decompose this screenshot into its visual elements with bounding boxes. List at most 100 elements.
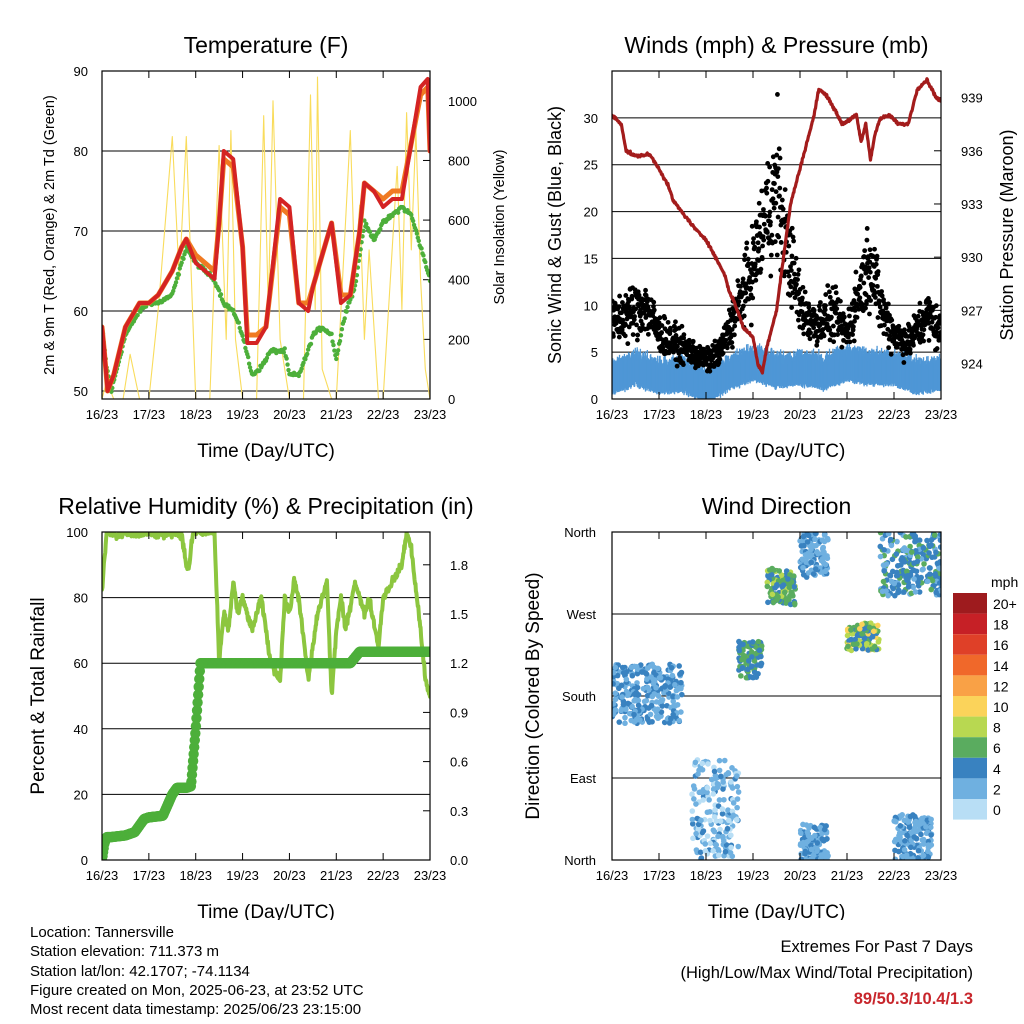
direction-point: [656, 675, 663, 681]
gust-point: [768, 252, 774, 258]
direction-point: [640, 669, 647, 675]
gust-point: [929, 319, 935, 325]
dewpoint-point: [344, 309, 349, 314]
gust-point: [657, 315, 663, 321]
direction-point: [818, 852, 825, 858]
y2-tick-label: 1.8: [450, 558, 468, 573]
gust-point: [640, 321, 645, 327]
gust-point: [872, 295, 878, 300]
x-tick-label: 21/23: [320, 407, 353, 422]
gust-point: [774, 252, 780, 258]
gust-point: [764, 230, 770, 235]
direction-point: [804, 539, 811, 545]
direction-point: [612, 690, 619, 697]
direction-point: [802, 848, 809, 855]
y2-axis-label: Solar Insolation (Yellow): [492, 149, 508, 304]
direction-point: [810, 571, 817, 577]
direction-point: [690, 835, 696, 842]
gust-point: [858, 273, 864, 279]
direction-point: [824, 836, 830, 842]
direction-point: [710, 791, 717, 797]
gust-point: [616, 304, 622, 309]
dewpoint-point: [331, 342, 336, 348]
y-axis-label: Percent & Total Rainfall: [28, 597, 49, 794]
direction-point: [818, 557, 825, 564]
dewpoint-point: [337, 338, 343, 344]
y2-axis-label: Station Pressure (Maroon): [997, 129, 1017, 340]
gust-point: [825, 283, 831, 288]
direction-point: [750, 674, 756, 681]
direction-point: [697, 849, 704, 856]
x-tick-label: 20/23: [273, 407, 306, 422]
y-tick-label: 5: [591, 345, 598, 360]
gust-point: [776, 146, 782, 152]
direction-point: [766, 567, 773, 573]
gust-point: [864, 237, 870, 243]
gust-point: [911, 342, 916, 348]
y-tick-label: North: [564, 525, 596, 540]
gust-point: [915, 313, 921, 319]
y-tick-label: 80: [74, 591, 88, 606]
x-tick-label: 18/23: [690, 407, 723, 422]
gust-point: [888, 351, 894, 357]
x-tick-label: 21/23: [831, 407, 864, 422]
direction-point: [729, 853, 736, 860]
gust-point: [811, 325, 817, 331]
direction-point: [758, 653, 764, 660]
gust-point: [861, 254, 867, 259]
direction-point: [805, 832, 812, 839]
direction-point: [722, 848, 729, 855]
direction-point: [791, 600, 798, 607]
gust-point: [786, 273, 792, 279]
direction-point: [715, 852, 722, 859]
gust-point: [781, 273, 787, 279]
direction-point: [749, 639, 756, 645]
dewpoint-point: [342, 316, 347, 321]
direction-point: [678, 685, 684, 692]
y-tick-label: 60: [74, 656, 88, 671]
gust-point: [662, 315, 668, 321]
dewpoint-point: [378, 226, 383, 232]
gust-point: [862, 248, 868, 254]
gust-point: [874, 283, 880, 289]
gust-point: [823, 292, 829, 297]
dewpoint-point: [296, 373, 301, 379]
dewpoint-point: [299, 366, 304, 371]
dewpoint-point: [245, 354, 251, 360]
gust-point: [712, 338, 718, 344]
direction-point: [822, 561, 829, 568]
gust-point: [612, 302, 618, 308]
gust-point: [789, 305, 795, 310]
gust-point: [879, 293, 885, 299]
gust-point: [634, 337, 640, 343]
gust-point: [674, 363, 680, 369]
gust-point: [667, 325, 673, 331]
gust-point: [782, 187, 788, 192]
gust-point: [759, 256, 765, 262]
x-axis-label-winds-pressure: Time (Day/UTC): [708, 441, 846, 462]
gust-point: [742, 252, 748, 258]
gust-point: [934, 329, 939, 335]
gust-point: [855, 291, 861, 297]
direction-point: [648, 674, 654, 680]
x-tick-label: 17/23: [133, 407, 166, 422]
direction-point: [678, 670, 684, 677]
gust-point: [823, 303, 828, 309]
panel-wind-direction: Wind Direction Time (Day/UTC) North East Sou…: [523, 493, 1018, 920]
x-tick-label: 22/23: [367, 407, 400, 422]
gust-point: [822, 307, 828, 313]
gust-point: [629, 293, 635, 299]
gust-point: [778, 240, 784, 245]
gust-point: [758, 266, 764, 272]
gust-point: [814, 339, 820, 344]
direction-point: [800, 533, 807, 540]
direction-point: [780, 582, 787, 588]
gust-point: [827, 337, 833, 343]
direction-point: [808, 846, 815, 853]
direction-point: [772, 585, 778, 591]
x-tick-label: 16/23: [86, 868, 119, 883]
direction-point: [788, 592, 794, 599]
direction-point: [671, 702, 677, 709]
direction-point: [728, 844, 734, 851]
direction-point: [811, 824, 818, 831]
